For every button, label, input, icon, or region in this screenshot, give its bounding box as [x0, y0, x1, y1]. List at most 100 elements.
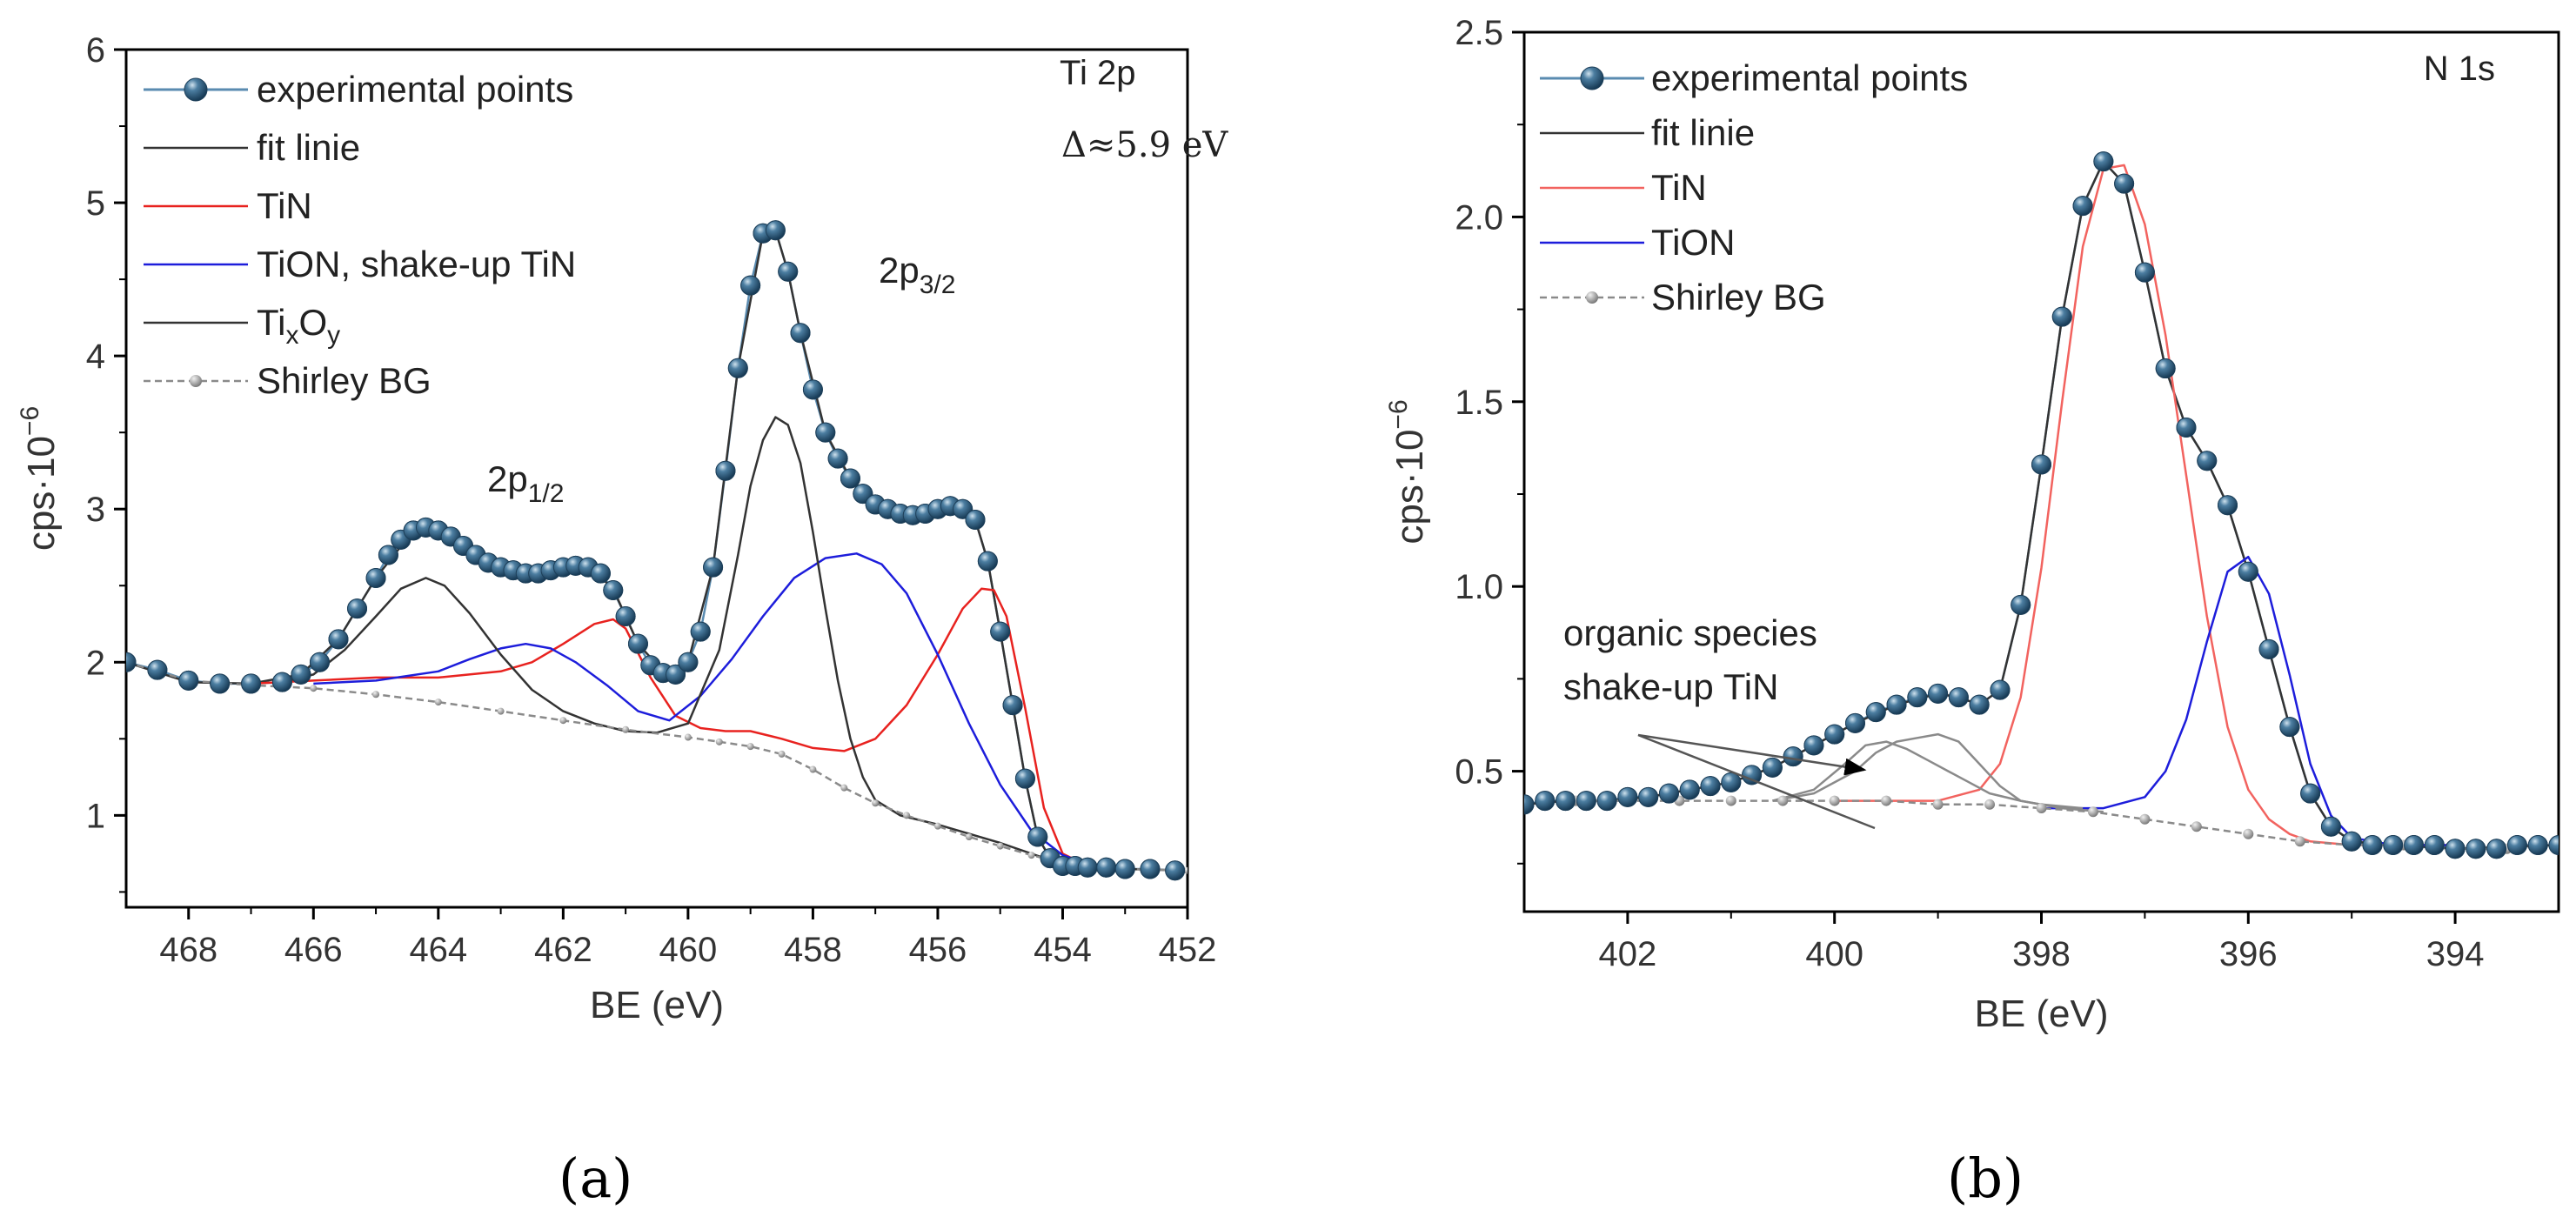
annotation-2p1-2: 2p1/2 — [487, 458, 564, 508]
shirley-point — [2036, 803, 2047, 814]
series-tin — [1834, 164, 2456, 846]
series-tixoy — [282, 416, 1063, 866]
y-axis-label-base: cps·10 — [1388, 430, 1431, 545]
shirley-point — [1184, 866, 1188, 874]
data-point-top — [603, 580, 624, 601]
shirley-point — [933, 822, 941, 830]
data-point-top — [1596, 791, 1617, 812]
data-point-top — [827, 448, 848, 469]
data-point-top — [1096, 857, 1117, 878]
data-point-top — [703, 557, 724, 578]
data-point-top — [1721, 772, 1742, 792]
x-tick-label: 458 — [784, 931, 842, 969]
data-point-top — [727, 358, 748, 378]
data-point-top — [2218, 495, 2238, 516]
legend-label-sub: x — [285, 321, 298, 350]
data-point-top — [1907, 687, 1928, 708]
data-point-top — [2134, 262, 2155, 283]
caption-b: (b) — [1947, 1146, 2024, 1210]
caption-a: (a) — [559, 1146, 633, 1210]
data-point-top — [178, 670, 199, 691]
data-point-top — [1658, 783, 1679, 804]
data-point-top — [291, 664, 311, 685]
x-tick-label: 400 — [1805, 935, 1863, 973]
data-point-top — [2093, 151, 2114, 172]
legend-swatch-point — [190, 375, 202, 387]
data-point-top — [1886, 694, 1907, 715]
y-tick-label: 0.5 — [1455, 753, 1503, 792]
shirley-point — [2243, 828, 2254, 839]
data-point-top — [378, 545, 398, 565]
data-point-top — [965, 510, 986, 531]
data-point-top — [2011, 594, 2031, 615]
data-point-top — [365, 567, 386, 588]
y-axis-label: cps·10−6 — [1384, 399, 1431, 544]
data-point-top — [740, 275, 761, 296]
data-point-top — [1865, 702, 1886, 723]
data-point-top — [590, 563, 611, 584]
data-point-top — [627, 633, 648, 654]
x-tick-label: 466 — [284, 931, 343, 969]
data-point-top — [126, 652, 137, 672]
x-tick-label: 464 — [409, 931, 467, 969]
legend-swatch-point — [1580, 66, 1604, 90]
data-point-top — [2486, 839, 2507, 859]
shirley-point — [996, 842, 1004, 850]
legend-label-tin: TiN — [1651, 167, 1707, 208]
legend-label-part: O — [298, 302, 327, 343]
legend-label-fit-linie: fit linie — [1651, 112, 1755, 153]
data-point-top — [210, 673, 231, 694]
data-point-top — [2176, 418, 2197, 438]
data-point-top — [2548, 835, 2559, 856]
chart-title: N 1s — [2424, 50, 2495, 88]
annotation-2p3-2: 2p3/2 — [879, 250, 955, 299]
y-tick-label: 1.0 — [1455, 568, 1503, 606]
data-point-top — [2197, 451, 2218, 471]
data-point-top — [1617, 786, 1638, 807]
data-point-top — [1165, 860, 1186, 881]
shirley-point — [434, 699, 442, 706]
legend-label-experimental-points: experimental points — [1651, 57, 1968, 98]
data-point-top — [1002, 695, 1023, 716]
data-point-top — [2238, 561, 2258, 582]
data-point-top — [990, 621, 1011, 642]
series-tion-shake-up-tin — [313, 552, 1126, 871]
data-point-top — [840, 468, 860, 489]
x-tick-label: 468 — [159, 931, 217, 969]
data-point-top — [1700, 776, 1721, 797]
data-point-top — [1783, 746, 1803, 767]
shirley-point — [1725, 795, 1736, 806]
y-axis-label-exponent: −6 — [16, 406, 44, 436]
annotation-organic-species: organic species — [1563, 612, 1817, 653]
legend-label-experimental-points: experimental points — [257, 69, 573, 110]
data-point-top — [347, 598, 368, 619]
data-point-top — [1556, 791, 1576, 812]
legend-label-ti: TixOy — [257, 302, 340, 350]
shirley-point — [965, 833, 973, 841]
y-tick-label: 5 — [86, 184, 105, 223]
x-axis-label: BE (eV) — [1974, 993, 2108, 1035]
x-tick-label: 456 — [909, 931, 967, 969]
data-point-top — [2300, 783, 2321, 804]
shirley-point — [559, 717, 567, 725]
y-tick-label: 2.5 — [1455, 14, 1503, 52]
y-tick-label: 3 — [86, 491, 105, 529]
data-point-top — [2258, 638, 2279, 659]
data-point-top — [2466, 839, 2486, 859]
shirley-point — [746, 743, 754, 751]
data-point-top — [1803, 735, 1824, 756]
data-point-top — [778, 261, 799, 282]
data-point-top — [2031, 454, 2051, 475]
x-tick-label: 394 — [2426, 935, 2485, 973]
shirley-point — [497, 707, 505, 715]
y-tick-label: 1 — [86, 797, 105, 835]
y-axis-label-exponent: −6 — [1384, 399, 1413, 429]
x-axis-label: BE (eV) — [590, 984, 724, 1026]
data-point-top — [765, 220, 786, 241]
data-point-top — [147, 659, 168, 680]
data-point-top — [2445, 839, 2466, 859]
data-point-top — [666, 664, 686, 685]
shirley-point — [2294, 836, 2305, 847]
shirley-point — [872, 799, 880, 807]
